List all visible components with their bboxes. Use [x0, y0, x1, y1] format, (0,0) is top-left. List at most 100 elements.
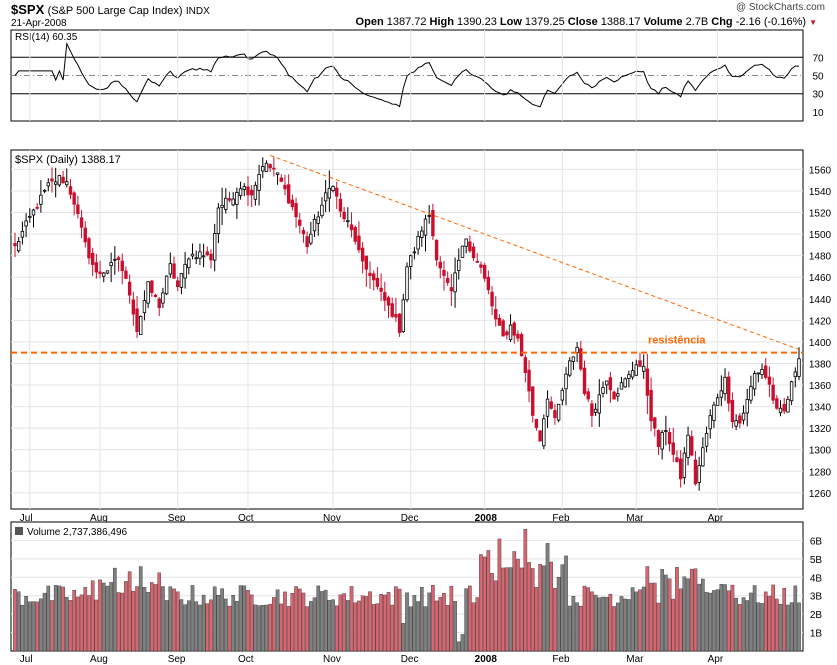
candle-body: [13, 243, 17, 247]
candle-body: [708, 415, 712, 430]
candle-body: [249, 189, 254, 196]
volume-bar: [741, 597, 746, 652]
candle-body: [142, 300, 147, 314]
candle-body: [242, 186, 246, 190]
candle: [179, 273, 184, 295]
candle-body: [235, 191, 239, 205]
candle-body: [372, 273, 376, 281]
candle: [505, 329, 509, 340]
candle: [53, 167, 58, 198]
volume-bar: [83, 587, 88, 652]
volume-bar: [582, 585, 587, 652]
volume-bar: [201, 594, 206, 652]
candle-body: [179, 273, 184, 288]
candle: [238, 181, 243, 200]
volume-bar: [723, 584, 727, 652]
candle-body: [778, 407, 783, 414]
candle: [656, 429, 661, 455]
candle-body: [560, 389, 565, 401]
volume-bar: [260, 605, 265, 652]
candle: [24, 213, 28, 238]
volume-bar: [375, 603, 380, 652]
volume-bar: [656, 602, 661, 652]
volume-bar: [604, 596, 609, 652]
candle-body: [338, 198, 343, 212]
candle-body: [667, 432, 672, 445]
volume-bar: [135, 586, 139, 652]
candle: [142, 290, 147, 321]
candle-body: [494, 309, 498, 320]
x-tick-label: Mar: [626, 654, 644, 665]
candle-body: [764, 365, 768, 378]
volume-bar: [316, 585, 321, 652]
x-tick-label: Feb: [552, 654, 570, 665]
candle-body: [316, 216, 320, 224]
volume-tick-label: 4B: [810, 573, 823, 584]
candle: [431, 203, 435, 241]
candle: [416, 231, 420, 255]
candle: [479, 261, 483, 274]
candle: [290, 194, 295, 211]
volume-bar: [264, 604, 269, 652]
candle: [161, 287, 165, 308]
x-tick-label: Dec: [401, 654, 419, 665]
volume-bar: [394, 586, 398, 652]
candle-body: [460, 245, 465, 258]
candle: [501, 318, 505, 337]
candle: [397, 313, 402, 337]
volume-bar: [105, 585, 110, 652]
candle-body: [730, 399, 735, 423]
candle: [468, 235, 472, 253]
volume-bar: [334, 605, 339, 652]
candle: [616, 387, 620, 402]
volume-bar: [490, 573, 494, 652]
candle: [708, 409, 712, 439]
volume-bar: [579, 605, 583, 652]
candle-body: [390, 303, 394, 317]
candle: [39, 180, 43, 213]
candle: [442, 260, 446, 291]
volume-bar: [405, 592, 409, 652]
volume-bar: [730, 584, 735, 652]
rsi-line: [14, 41, 799, 108]
volume-bar: [383, 594, 387, 652]
volume-bar: [90, 580, 95, 652]
candle-body: [564, 373, 568, 390]
volume-bar: [734, 597, 738, 652]
candle-body: [127, 281, 132, 296]
candle: [209, 249, 213, 269]
volume-bar: [782, 588, 787, 652]
x-tick-label: Feb: [552, 513, 570, 524]
candle-body: [534, 419, 539, 428]
volume-bar: [183, 604, 187, 652]
volume-bar: [615, 602, 620, 652]
candle: [168, 252, 173, 278]
candle: [220, 187, 224, 226]
candle: [124, 266, 128, 280]
candle: [379, 273, 383, 302]
candle: [793, 367, 798, 388]
candle: [368, 261, 372, 289]
volume-bar: [187, 600, 191, 652]
candle: [31, 208, 36, 228]
volume-bar: [297, 588, 302, 652]
x-tick-label: Nov: [323, 513, 341, 524]
candle-body: [660, 432, 664, 450]
volume-bar: [623, 598, 627, 652]
candle: [423, 214, 428, 252]
candle: [445, 271, 450, 286]
candle-body: [349, 224, 354, 231]
candle-body: [582, 367, 587, 394]
candle-body: [20, 230, 25, 238]
candle-body: [678, 458, 683, 480]
candle: [76, 195, 80, 219]
candle: [516, 330, 520, 342]
quote-value-chg: -2.16 (-0.16%): [732, 16, 810, 28]
candle-body: [445, 278, 450, 283]
candle-body: [593, 408, 598, 413]
candle: [242, 183, 246, 197]
candle-body: [257, 174, 261, 191]
candle-body: [719, 390, 724, 398]
volume-bar: [408, 606, 413, 652]
volume-bar: [371, 604, 376, 652]
